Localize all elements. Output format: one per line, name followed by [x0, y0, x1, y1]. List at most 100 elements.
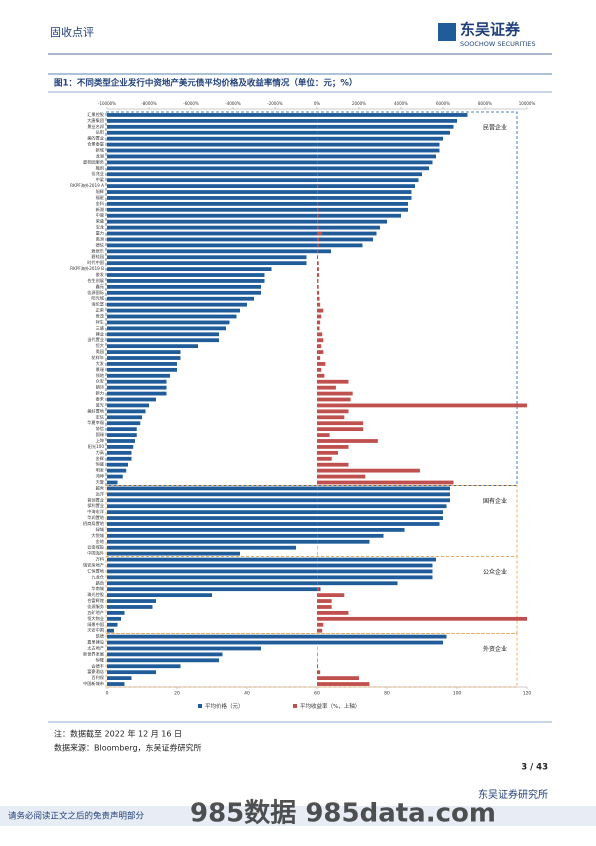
yield-bar — [317, 676, 359, 680]
price-bar — [107, 451, 132, 455]
yield-bar — [317, 398, 351, 402]
price-bar — [107, 125, 454, 129]
price-bar — [107, 155, 436, 159]
yield-bar — [317, 214, 319, 218]
yield-bar — [317, 249, 318, 253]
x-tick-label: 0 — [106, 691, 109, 697]
price-bar — [107, 143, 440, 147]
price-bar — [107, 682, 125, 686]
price-bar — [107, 178, 419, 182]
category-label: 三盛 — [96, 324, 104, 330]
price-bar — [107, 457, 132, 461]
price-bar — [107, 279, 265, 283]
yield-bar — [317, 617, 527, 621]
yield-bar — [317, 326, 320, 330]
note: 注：数据截至 2022 年 12 月 16 日 — [54, 729, 182, 739]
price-bar — [107, 409, 146, 413]
watermark: 985数据 985data.com — [190, 799, 496, 829]
price-bar — [107, 593, 212, 597]
price-bar — [107, 344, 198, 348]
yield-bar — [317, 196, 318, 200]
disclaimer: 请务必阅读正文之后的免责声明部分 — [8, 811, 145, 822]
yield-bar — [317, 575, 318, 579]
price-bar — [107, 647, 261, 651]
x-tick-label: 100 — [453, 691, 462, 697]
yield-bar — [317, 202, 318, 206]
yield-bar — [317, 445, 349, 449]
yield-bar — [317, 273, 319, 277]
price-bar — [107, 273, 265, 277]
yield-bar — [317, 315, 321, 319]
yield-bar — [317, 303, 320, 307]
yield-bar — [317, 534, 318, 538]
price-bar — [107, 119, 457, 123]
yield-bar — [317, 421, 363, 425]
price-bar — [107, 398, 156, 402]
yield-bar — [317, 232, 322, 236]
x-tick-label: 60 — [314, 691, 320, 697]
yield-bar — [317, 137, 318, 141]
price-bar — [107, 309, 240, 313]
price-bar — [107, 498, 450, 502]
price-bar — [107, 315, 237, 319]
price-bar — [107, 528, 405, 532]
figure-title: 图1：不同类型企业发行中资地产美元债平均价格及收益率情况（单位：元；%） — [54, 78, 357, 89]
price-bar — [107, 558, 436, 562]
yield-bar — [317, 475, 365, 479]
price-bar — [107, 350, 181, 354]
x2-tick-label: 8000% — [478, 101, 492, 106]
x2-tick-label: -4000% — [225, 101, 241, 106]
price-bar — [107, 386, 167, 390]
yield-bar — [317, 261, 319, 265]
price-bar — [107, 421, 140, 425]
price-bar — [107, 297, 254, 301]
x-tick-label: 40 — [244, 691, 250, 697]
yield-bar — [317, 415, 344, 419]
price-bar — [107, 137, 443, 141]
price-bar — [107, 510, 443, 514]
yield-bar — [317, 392, 353, 396]
price-bar — [107, 113, 468, 117]
category-label: 金地 — [96, 538, 105, 544]
price-bar — [107, 641, 443, 645]
price-bar — [107, 321, 230, 325]
price-bar — [107, 487, 450, 491]
price-bar — [107, 492, 450, 496]
x2-tick-label: 0% — [314, 101, 321, 106]
group-label: 外资企业 — [483, 645, 507, 653]
yield-bar — [317, 160, 318, 164]
price-bar — [107, 564, 433, 568]
yield-bar — [317, 362, 325, 366]
x2-tick-label: 4000% — [394, 101, 408, 106]
price-bar — [107, 475, 123, 479]
yield-bar — [317, 226, 318, 230]
price-bar — [107, 172, 422, 176]
price-bar — [107, 184, 415, 188]
price-bar — [107, 232, 377, 236]
yield-bar — [317, 593, 344, 597]
yield-bar — [317, 332, 322, 336]
group-label: 公众企业 — [483, 568, 507, 576]
yield-bar — [317, 581, 318, 585]
price-bar — [107, 469, 126, 473]
yield-bar — [317, 469, 420, 473]
yield-bar — [317, 664, 318, 668]
x-tick-label: 20 — [174, 691, 180, 697]
yield-bar — [317, 380, 349, 384]
yield-bar — [317, 451, 338, 455]
price-bar — [107, 516, 443, 520]
price-bar — [107, 131, 450, 135]
price-bar — [107, 658, 219, 662]
price-bar — [107, 249, 331, 253]
page-number: 3 / 43 — [521, 763, 548, 773]
yield-bar — [317, 297, 320, 301]
logo-cn: 东吴证券 — [460, 21, 521, 39]
x2-tick-label: -6000% — [183, 101, 199, 106]
price-bar — [107, 303, 247, 307]
price-bar — [107, 220, 387, 224]
legend-swatch — [198, 704, 202, 708]
logo-en: SOOCHOW SECURITIES — [460, 40, 535, 48]
price-bar — [107, 208, 408, 212]
price-bar — [107, 255, 307, 259]
price-bar — [107, 623, 118, 627]
